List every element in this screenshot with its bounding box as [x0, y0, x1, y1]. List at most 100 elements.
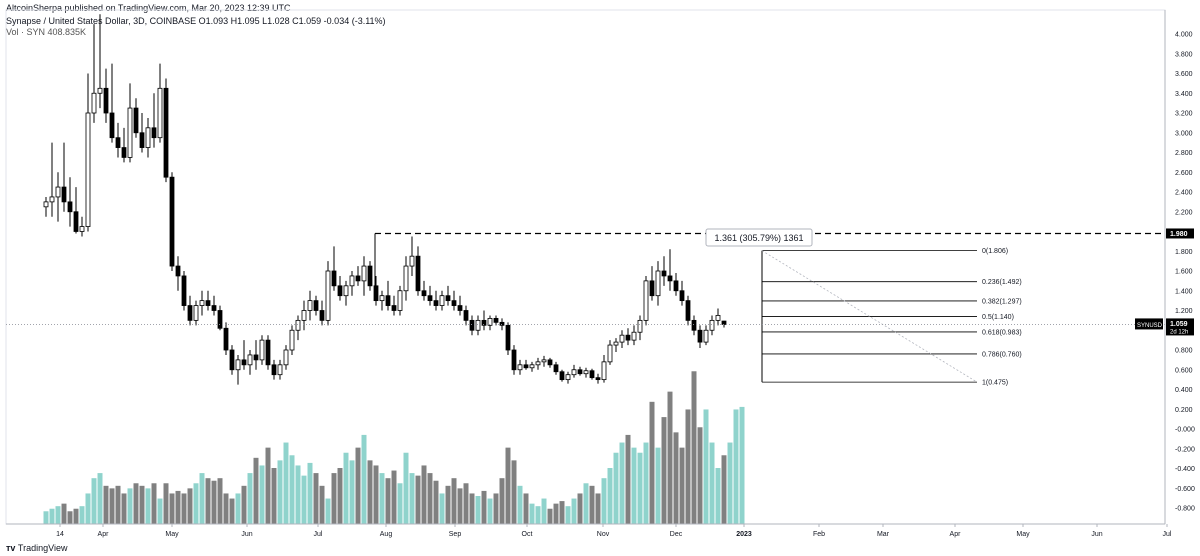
- volume-bar: [709, 442, 715, 524]
- volume-bar: [175, 490, 181, 524]
- candle-body: [223, 327, 229, 351]
- candle-body: [673, 280, 679, 292]
- price-tick-label: 0.600: [1175, 367, 1193, 374]
- candle-body: [583, 370, 589, 375]
- price-tick-label: -0.000: [1175, 427, 1195, 434]
- fib-trend-line: [761, 250, 978, 383]
- volume-bar: [91, 478, 97, 524]
- volume-bar: [445, 485, 451, 524]
- volume-bar: [493, 493, 499, 524]
- volume-bar: [499, 478, 505, 524]
- volume-bar: [697, 427, 703, 524]
- candle-body: [259, 339, 265, 361]
- volume-bar: [661, 417, 667, 524]
- time-tick-label: May: [165, 531, 179, 538]
- candle-body: [577, 369, 583, 375]
- candle-body: [181, 275, 187, 306]
- candle-body: [277, 364, 283, 376]
- candle-body: [637, 319, 643, 333]
- volume-legend: Vol · SYN 408.835K: [6, 27, 87, 37]
- candle-body: [103, 87, 109, 114]
- volume-bar: [637, 452, 643, 524]
- candle-body: [433, 300, 439, 306]
- candle-body: [211, 305, 217, 311]
- candle-body: [409, 255, 415, 267]
- candle-body: [313, 300, 319, 311]
- fib-level-label: 0.618(0.983): [982, 329, 1022, 336]
- volume-bar: [715, 468, 721, 524]
- candle-body: [481, 319, 487, 326]
- volume-bar: [655, 447, 661, 524]
- countdown-label: 2d 12h: [1170, 329, 1188, 335]
- volume-bar: [607, 468, 613, 524]
- price-candles: [43, 14, 727, 385]
- volume-bar: [379, 473, 385, 524]
- candle-body: [439, 295, 445, 306]
- candle-body: [343, 285, 349, 297]
- candle-body: [529, 364, 535, 369]
- candle-body: [571, 369, 577, 376]
- measure-label-box: [705, 228, 813, 247]
- candle-body: [553, 364, 559, 373]
- candle-body: [619, 334, 625, 343]
- volume-bar: [235, 493, 241, 524]
- symbol-badge: [1135, 318, 1163, 330]
- candle-body: [691, 319, 697, 331]
- volume-bar: [277, 460, 283, 524]
- volume-bar: [211, 480, 217, 524]
- price-tick-label: 3.400: [1175, 91, 1193, 98]
- time-tick-label: May: [1016, 531, 1030, 538]
- price-tick-label: 4.000: [1175, 32, 1193, 39]
- candle-body: [85, 112, 91, 227]
- price-tick-label: 3.800: [1175, 51, 1193, 58]
- volume-bar: [193, 483, 199, 524]
- price-tick-label: 0.800: [1175, 348, 1193, 355]
- candle-body: [595, 377, 601, 381]
- candle-body: [511, 349, 517, 371]
- volume-bar: [373, 465, 379, 524]
- volume-bar: [253, 457, 259, 524]
- volume-bar: [691, 371, 697, 524]
- candle-body: [523, 364, 529, 369]
- candle-body: [199, 300, 205, 306]
- candle-body: [169, 176, 175, 267]
- candle-body: [151, 127, 157, 139]
- volume-bar: [163, 483, 169, 524]
- candle-body: [589, 370, 595, 379]
- candle-body: [697, 329, 703, 343]
- volume-bar: [547, 508, 553, 524]
- volume-bar: [79, 506, 85, 524]
- candle-body: [319, 310, 325, 321]
- symbol-badge-label: SYNUSD: [1137, 323, 1163, 329]
- candle-body: [187, 305, 193, 321]
- time-tick-label: Dec: [670, 531, 683, 538]
- time-tick-label: Mar: [877, 531, 890, 538]
- time-tick-label: Aug: [380, 531, 393, 538]
- candle-body: [91, 92, 97, 114]
- volume-bar: [307, 462, 313, 524]
- candle-body: [175, 265, 181, 277]
- candle-body: [613, 341, 619, 346]
- volume-bar: [565, 506, 571, 524]
- candle-body: [607, 344, 613, 363]
- volume-bar: [349, 460, 355, 524]
- price-tick-label: -0.200: [1175, 446, 1195, 453]
- candle-body: [625, 334, 631, 341]
- candle-body: [685, 300, 691, 321]
- volume-bar: [73, 508, 79, 524]
- candle-body: [163, 87, 169, 178]
- axes: 4.000 3.800 3.600 3.400 3.200 3.000 2.800 2.600…: [6, 10, 1195, 538]
- volume-bar: [619, 442, 625, 524]
- volume-bar: [109, 488, 115, 524]
- volume-bar: [259, 465, 265, 524]
- candle-body: [337, 285, 343, 297]
- candle-body: [421, 290, 427, 297]
- volume-bar: [523, 493, 529, 524]
- volume-bar: [733, 409, 739, 524]
- candle-body: [217, 310, 223, 329]
- volume-bar: [223, 493, 229, 524]
- candle-body: [679, 290, 685, 302]
- candle-body: [289, 329, 295, 351]
- volume-bar: [601, 478, 607, 524]
